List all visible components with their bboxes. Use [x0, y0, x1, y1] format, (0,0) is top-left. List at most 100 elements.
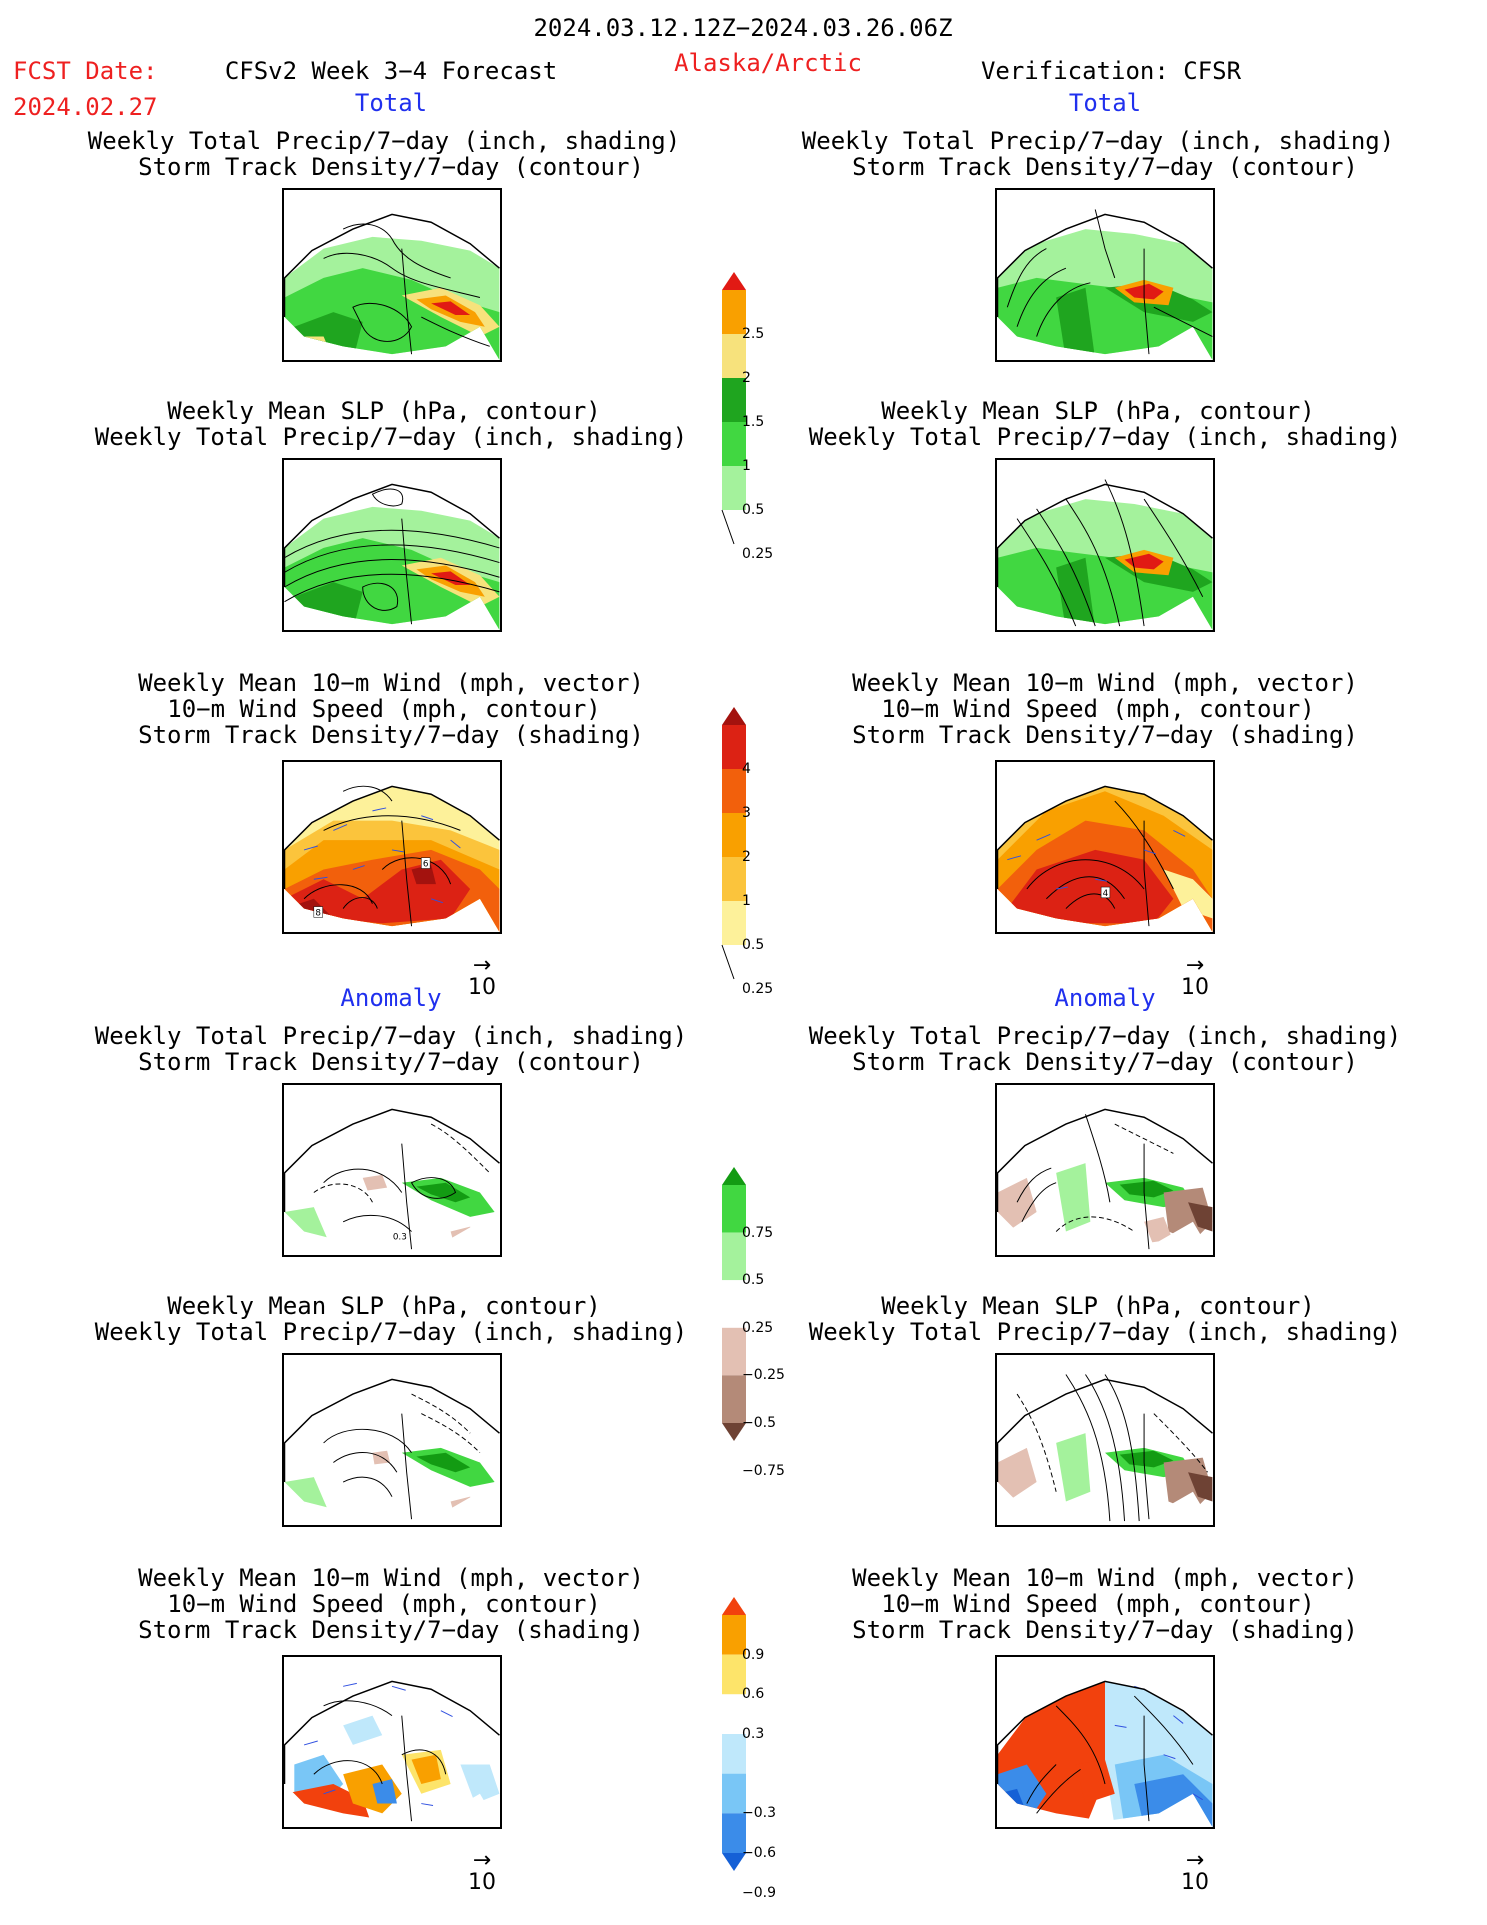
- map-wind-anomaly-forecast: [282, 1655, 502, 1829]
- colorbar-label: 0.25: [742, 546, 774, 562]
- fcst-date-value: 2024.02.27: [13, 93, 158, 121]
- colorbar-swatch: [722, 290, 746, 334]
- panel-title-line: 10−m Wind Speed (mph, contour): [167, 1590, 601, 1618]
- arrow-right-icon: →: [472, 953, 492, 978]
- panel-title-line: Weekly Total Precip/7−day (inch, shading…: [808, 423, 1402, 451]
- contour-label: 8: [315, 908, 321, 918]
- vector-reference: → 10: [462, 1850, 502, 1894]
- panel-title-line: Weekly Mean 10−m Wind (mph, vector): [852, 1564, 1358, 1592]
- colorbar-tail: [721, 944, 735, 980]
- panel-title-line: 10−m Wind Speed (mph, contour): [167, 695, 601, 723]
- colorbar-track-total: 4 3 2 1 0.5 0.25: [720, 703, 800, 996]
- colorbar-label: −0.25: [742, 1367, 785, 1384]
- contour-label: 0.3: [393, 1232, 407, 1242]
- colorbar-label: 0.25: [742, 981, 774, 997]
- colorbar-swatch: [722, 1597, 746, 1615]
- map-slp-anomaly-forecast: [282, 1353, 502, 1527]
- panel-title-line: Weekly Mean SLP (hPa, contour): [881, 397, 1315, 425]
- colorbar-swatch: [722, 901, 746, 945]
- section-anomaly-right: Anomaly: [1054, 984, 1156, 1012]
- colorbar-track-total-swatches: [721, 707, 746, 980]
- panel-title-line: Weekly Mean 10−m Wind (mph, vector): [138, 669, 644, 697]
- map-slp-precip-forecast: [282, 458, 502, 632]
- colorbar-swatch: [722, 1232, 746, 1281]
- forecast-period: 2024.03.12.12Z−2024.03.26.06Z: [533, 14, 953, 42]
- colorbar-label: 0.9: [742, 1646, 765, 1663]
- colorbar-swatch: [722, 466, 746, 510]
- arrow-right-icon: →: [472, 1848, 492, 1873]
- colorbar-wind-anomaly: 0.9 0.6 0.3 −0.3 −0.6 −0.9: [720, 1593, 800, 1900]
- panel-title-line: Weekly Total Precip/7−day (inch, shading…: [801, 127, 1395, 155]
- vector-reference: → 10: [1175, 1850, 1215, 1894]
- panel-title-line: Storm Track Density/7−day (shading): [138, 721, 644, 749]
- colorbar-swatch: [722, 1853, 746, 1871]
- colorbar-swatch: [722, 1423, 746, 1441]
- colorbar-label: 1: [742, 893, 751, 909]
- colorbar-swatch: [722, 1327, 746, 1376]
- arrow-right-icon: →: [1185, 1848, 1205, 1873]
- colorbar-swatch: [722, 1280, 746, 1328]
- panel-title-line: Storm Track Density/7−day (shading): [138, 1616, 644, 1644]
- colorbar-swatch: [722, 334, 746, 378]
- colorbar-label: 0.5: [742, 502, 765, 518]
- map-slp-precip-verification: [995, 458, 1215, 632]
- colorbar-swatch: [722, 422, 746, 466]
- colorbar-label: 0.6: [742, 1686, 765, 1703]
- panel-title-line: Weekly Total Precip/7−day (inch, shading…: [94, 423, 688, 451]
- colorbar-swatch: [722, 1654, 746, 1695]
- colorbar-swatch: [722, 378, 746, 422]
- panel-title-line: Storm Track Density/7−day (contour): [138, 153, 644, 181]
- verification-label: Verification: CFSR: [980, 57, 1242, 85]
- colorbar-swatch: [722, 1167, 746, 1185]
- section-total-right: Total: [1068, 89, 1142, 117]
- colorbar-label: 3: [742, 805, 751, 821]
- colorbar-swatch: [722, 857, 746, 901]
- colorbar-label: 0.3: [742, 1726, 765, 1742]
- colorbar-label: 1.5: [742, 414, 765, 430]
- model-label: CFSv2 Week 3−4 Forecast: [224, 57, 558, 85]
- colorbar-swatch: [722, 813, 746, 857]
- panel-title-line: Weekly Mean SLP (hPa, contour): [881, 1292, 1315, 1320]
- contour-label: 4: [1103, 889, 1109, 899]
- colorbar-label: 2: [742, 849, 751, 865]
- colorbar-precip-anomaly-swatches: [722, 1167, 746, 1441]
- vector-reference: → 10: [1175, 955, 1215, 999]
- panel-title-line: Weekly Total Precip/7−day (inch, shading…: [94, 1022, 688, 1050]
- panel-title-line: Storm Track Density/7−day (contour): [852, 153, 1358, 181]
- panel-title-line: Weekly Mean 10−m Wind (mph, vector): [852, 669, 1358, 697]
- map-slp-anomaly-verification: [995, 1353, 1215, 1527]
- colorbar-label: 0.25: [742, 1319, 774, 1336]
- vector-reference: → 10: [462, 955, 502, 999]
- fcst-date-label: FCST Date:: [13, 57, 158, 85]
- colorbar-swatch: [722, 1185, 746, 1233]
- section-anomaly-left: Anomaly: [340, 984, 442, 1012]
- colorbar-label: 2: [742, 370, 751, 386]
- panel-title-line: Storm Track Density/7−day (contour): [138, 1048, 644, 1076]
- colorbar-tail: [721, 509, 735, 545]
- colorbar-label: −0.5: [742, 1415, 776, 1431]
- colorbar-label: 0.75: [742, 1224, 774, 1241]
- colorbar-label: 0.5: [742, 1272, 765, 1289]
- colorbar-precip-total: 2.5 2 1.5 1 0.5 0.25: [720, 268, 800, 561]
- panel-title-line: Weekly Total Precip/7−day (inch, shading…: [94, 1318, 688, 1346]
- colorbar-precip-total-swatches: [721, 272, 746, 545]
- colorbar-swatch: [722, 1773, 746, 1814]
- colorbar-swatch: [722, 1375, 746, 1423]
- map-wind-forecast: 6 8: [282, 760, 502, 934]
- panel-title-line: Weekly Total Precip/7−day (inch, shading…: [87, 127, 681, 155]
- colorbar-label: 0.5: [742, 937, 765, 953]
- colorbar-label: −0.75: [742, 1462, 785, 1479]
- panel-title-line: 10−m Wind Speed (mph, contour): [881, 1590, 1315, 1618]
- section-total-left: Total: [354, 89, 428, 117]
- colorbar-swatch: [722, 707, 746, 725]
- colorbar-precip-anomaly: 0.75 0.5 0.25 −0.25 −0.5 −0.75: [720, 1163, 800, 1478]
- panel-title-line: Weekly Mean SLP (hPa, contour): [167, 1292, 601, 1320]
- map-precip-track-verification: [995, 188, 1215, 362]
- colorbar-label: 2.5: [742, 326, 765, 342]
- colorbar-label: −0.3: [742, 1805, 776, 1822]
- colorbar-label: −0.9: [742, 1884, 776, 1901]
- map-wind-anomaly-verification: [995, 1655, 1215, 1829]
- colorbar-label: 4: [742, 761, 751, 777]
- colorbar-wind-anomaly-swatches: [722, 1597, 746, 1871]
- panel-title-line: Weekly Total Precip/7−day (inch, shading…: [808, 1318, 1402, 1346]
